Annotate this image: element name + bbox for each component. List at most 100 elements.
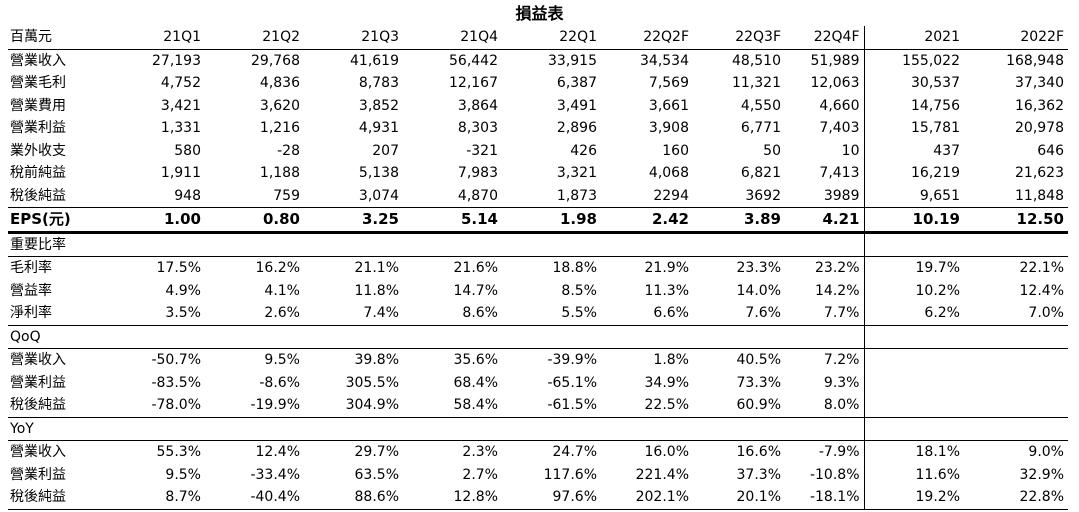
table-cell: 12,063 [810,75,860,92]
table-cell [304,417,403,441]
table-cell: 30,537 [863,72,964,95]
row-label: 稅後純益 [10,187,66,204]
table-cell: 9.3% [823,374,860,391]
qoq-row: 營業利益 -83.5% -8.6% 305.5% 68.4% -65.1% 34.9% 73.… [8,371,1068,395]
table-cell: -65.1% [547,374,597,391]
table-cell: 207 [372,142,399,159]
table-cell: 16.6% [736,444,781,461]
table-cell: 759 [273,187,300,204]
table-cell [964,372,1068,395]
table-cell: 221.4% [635,466,689,483]
table-cell: 2294 [653,187,689,204]
table-cell: 14.7% [453,282,498,299]
qoq-row: 營業收入 -50.7% 9.5% 39.8% 35.6% -39.9% 1.8% 40.5% 7… [8,348,1068,372]
table-cell: 39.8% [354,352,399,369]
row-label: QoQ [8,325,106,349]
table-cell: 8.5% [561,282,597,299]
table-cell: 3,908 [648,120,689,137]
table-cell: 9.0% [1028,444,1064,461]
table-cell: 37,340 [1015,75,1064,92]
table-cell: 8,303 [457,120,498,137]
row-label: 淨利率 [8,302,106,326]
row-label: 營業費用 [10,97,66,114]
table-cell: 168,948 [1006,52,1064,69]
table-cell: 3989 [823,187,860,204]
table-cell: 12.8% [403,486,502,510]
table-cell: 304.9% [304,394,403,418]
table-cell [106,325,205,349]
column-header: 21Q2 [205,26,304,50]
row-label: 營益率 [10,282,52,299]
row-label: 稅前純益 [10,165,66,182]
table-cell: 4,870 [457,187,498,204]
table-cell: 10.2% [863,279,964,302]
table-cell: 5.5% [502,302,601,326]
unit-label: 百萬元 [8,26,106,50]
table-cell: 426 [570,142,597,159]
table-cell [964,417,1068,441]
row-label: 稅後純益 [8,486,106,510]
table-cell: 16.0% [644,444,689,461]
table-cell: -83.5% [151,374,201,391]
table-cell: 1,216 [259,120,300,137]
table-cell: 22.8% [964,486,1068,510]
table-cell: 34,534 [640,52,689,69]
table-cell: -8.6% [259,374,300,391]
row-label: 營業利益 [10,120,66,137]
table-cell [304,325,403,349]
table-cell: 58.4% [403,394,502,418]
table-cell: 12.4% [255,444,300,461]
table-cell: 15,781 [863,117,964,140]
table-cell: -39.9% [547,352,597,369]
table-cell [863,325,964,349]
table-cell: 2.7% [462,466,498,483]
table-cell: 12,167 [449,75,498,92]
column-header: 2022F [964,26,1068,50]
ratio-row: 營益率 4.9% 4.1% 11.8% 14.7% 8.5% 11.3% 14.0% 14.2%… [8,279,1068,302]
table-cell: 4.21 [785,207,864,234]
table-cell: 6.2% [863,302,964,326]
table-cell [964,349,1068,372]
table-cell: 6,771 [740,120,781,137]
table-cell: -7.9% [818,444,860,461]
table-cell: 117.6% [543,466,597,483]
table-cell: 1.00 [106,207,205,234]
table-cell: 68.4% [453,374,498,391]
eps-row: EPS(元) 1.00 0.80 3.25 5.14 1.98 2.42 3.89 4.21 10… [8,207,1068,234]
table-cell [693,232,785,257]
table-cell: 948 [174,187,201,204]
row-label: 稅後純益 [8,394,106,418]
table-cell: 17.5% [156,260,201,277]
column-header: 21Q3 [304,26,403,50]
table-cell: 55.3% [156,444,201,461]
table-cell: 11,321 [732,75,781,92]
table-cell: 2,896 [556,120,597,137]
table-cell [502,232,601,257]
table-cell: 7.6% [693,302,785,326]
income-row: 稅前純益 1,911 1,188 5,138 7,983 3,321 4,068 6,821 7… [8,162,1068,185]
table-cell: 9.5% [264,352,300,369]
table-cell [502,325,601,349]
table-cell [403,232,502,257]
table-cell: 51,989 [810,52,860,69]
table-cell: 3.89 [693,207,785,234]
income-row: 稅後純益 948 759 3,074 4,870 1,873 2294 3692 3989 9,6… [8,184,1068,208]
row-label: 營業收入 [10,52,66,69]
table-cell: 1,188 [259,165,300,182]
table-cell: 23.3% [736,260,781,277]
table-cell: 3,421 [160,97,201,114]
yoy-row: 營業利益 9.5% -33.4% 63.5% 2.7% 117.6% 221.4% 37.3%… [8,463,1068,486]
table-cell: 7.4% [304,302,403,326]
row-label: 業外收支 [10,142,66,159]
table-cell: 7.2% [823,352,860,369]
table-cell: 2.6% [205,302,304,326]
table-cell: 21.9% [644,260,689,277]
table-cell: 10.19 [863,207,964,234]
table-cell: -61.5% [502,394,601,418]
table-cell: 7.0% [964,302,1068,326]
column-header: 22Q3F [693,26,785,50]
yoy-section-title: YoY [8,417,1068,441]
table-cell: 48,510 [732,52,781,69]
table-cell: 8.7% [106,486,205,510]
table-cell: 6,387 [556,75,597,92]
